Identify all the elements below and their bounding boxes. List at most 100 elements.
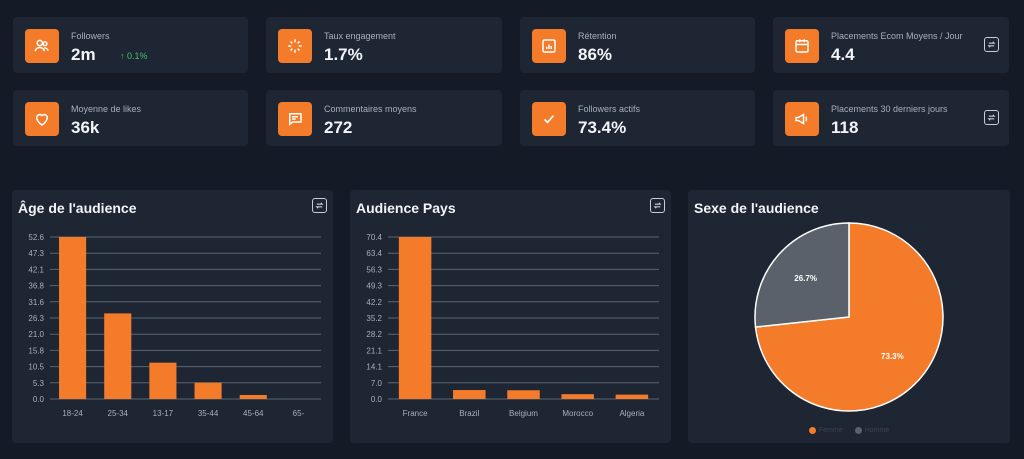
swap-button[interactable]	[312, 198, 327, 213]
y-tick-label: 31.6	[28, 298, 44, 307]
y-tick-label: 28.2	[366, 330, 382, 339]
stat-card-placements-30d: Placements 30 derniers jours 118	[773, 90, 1009, 146]
bar	[104, 313, 132, 399]
stat-label: Commentaires moyens	[324, 104, 417, 114]
panel-title: Audience Pays	[356, 200, 456, 216]
stat-label: Placements 30 derniers jours	[831, 104, 948, 114]
y-tick-label: 70.4	[366, 233, 382, 242]
stat-card-comments: Commentaires moyens 272	[266, 90, 502, 146]
y-tick-label: 14.1	[366, 363, 382, 372]
swap-button[interactable]	[650, 198, 665, 213]
x-tick-label: France	[403, 409, 428, 418]
y-tick-label: 49.3	[366, 282, 382, 291]
trend-indicator: ↑ 0.1%	[120, 51, 148, 61]
stat-value: 2m	[71, 45, 96, 64]
x-tick-label: Brazil	[459, 409, 479, 418]
pie-slice-label: 26.7%	[794, 274, 817, 283]
swap-icon	[315, 202, 324, 209]
x-tick-label: 18-24	[62, 409, 83, 418]
y-tick-label: 21.0	[28, 330, 44, 339]
swap-button[interactable]	[984, 37, 999, 52]
stat-value: 272	[324, 118, 353, 137]
bar	[507, 390, 540, 399]
y-tick-label: 26.3	[28, 314, 44, 323]
legend-swatch	[808, 427, 816, 434]
stat-label: Placements Ecom Moyens / Jour	[831, 31, 963, 41]
pie-legend: Femme Homme	[688, 427, 1010, 434]
stat-label: Rétention	[578, 31, 617, 41]
users-icon	[25, 29, 59, 63]
legend-item[interactable]: Homme	[854, 427, 890, 434]
legend-label: Homme	[864, 427, 890, 434]
y-tick-label: 63.4	[366, 249, 382, 258]
bar	[149, 362, 177, 399]
megaphone-icon	[785, 102, 819, 136]
heart-icon	[25, 102, 59, 136]
stat-label: Moyenne de likes	[71, 104, 142, 114]
y-tick-label: 36.8	[28, 282, 44, 291]
check-icon	[532, 102, 566, 136]
x-tick-label: Algeria	[619, 409, 644, 418]
legend-item[interactable]: Femme	[808, 427, 843, 434]
stat-card-active-followers: Followers actifs 73.4%	[520, 90, 755, 146]
bar	[194, 382, 222, 399]
stat-card-likes: Moyenne de likes 36k	[13, 90, 248, 146]
bar	[239, 394, 267, 399]
legend-label: Femme	[818, 427, 843, 434]
x-tick-label: 45-64	[243, 409, 264, 418]
stat-value: 36k	[71, 118, 100, 137]
y-tick-label: 0.0	[371, 395, 383, 404]
stat-value: 118	[831, 118, 859, 137]
stat-value: 1.7%	[324, 45, 363, 64]
stat-card-followers: Followers 2m ↑ 0.1%	[13, 17, 248, 73]
stat-card-retention: Rétention 86%	[520, 17, 755, 73]
y-tick-label: 15.8	[28, 346, 44, 355]
gender-pie-chart: 73.3% 26.7%	[754, 222, 944, 412]
y-tick-label: 52.6	[28, 233, 44, 242]
bar	[561, 394, 594, 399]
pie-slice-label: 73.3%	[881, 352, 904, 361]
country-bar-chart: 70.4 63.4 56.3 49.3 42.2 35.2 28.2 21.1 14.1 7.0 0…	[366, 233, 659, 418]
x-tick-label: 25-34	[108, 409, 129, 418]
stat-label: Followers	[71, 31, 110, 41]
y-tick-label: 47.3	[28, 249, 44, 258]
y-tick-label: 5.3	[33, 379, 45, 388]
x-tick-label: Belgium	[509, 409, 538, 418]
bar	[398, 237, 432, 399]
stat-card-engagement: Taux engagement 1.7%	[266, 17, 502, 73]
bar-chart-icon	[532, 29, 566, 63]
x-tick-label: 35-44	[198, 409, 219, 418]
y-tick-label: 21.1	[366, 346, 382, 355]
bar	[59, 237, 87, 399]
stat-label: Followers actifs	[578, 104, 641, 114]
pie-slice	[754, 222, 850, 328]
y-tick-label: 7.0	[371, 379, 383, 388]
age-bar-chart: 52.6 47.3 42.1 36.8 31.6 26.3 21.0 15.8 10.5 5.3 0…	[28, 233, 321, 418]
x-tick-label: 65-	[293, 409, 305, 418]
legend-swatch	[854, 427, 862, 434]
x-tick-label: Morocco	[562, 409, 593, 418]
swap-button[interactable]	[984, 110, 999, 125]
comment-icon	[278, 102, 312, 136]
gender-chart-panel: Sexe de l'audience 73.3% 26.7% Femme Homm…	[688, 190, 1010, 443]
y-tick-label: 35.2	[366, 314, 382, 323]
calendar-icon	[785, 29, 819, 63]
y-tick-label: 42.2	[366, 298, 382, 307]
y-tick-label: 0.0	[33, 395, 45, 404]
bar	[453, 390, 486, 399]
y-tick-label: 10.5	[28, 363, 44, 372]
stat-value: 73.4%	[578, 118, 627, 137]
swap-icon	[987, 41, 996, 48]
stat-value: 4.4	[831, 45, 855, 64]
country-chart-panel: Audience Pays 70.4 63.4 56.3 49.3 42.2 35.2 28…	[350, 190, 671, 443]
swap-icon	[653, 202, 662, 209]
x-tick-label: 13-17	[153, 409, 174, 418]
age-chart-panel: Âge de l'audience 52.6 47.3 42.1 36.8 31.6 26…	[12, 190, 333, 443]
stat-label: Taux engagement	[324, 31, 396, 41]
y-tick-label: 42.1	[28, 265, 44, 274]
panel-title: Sexe de l'audience	[694, 200, 819, 216]
bar	[615, 394, 649, 399]
swap-icon	[987, 114, 996, 121]
y-tick-label: 56.3	[366, 265, 382, 274]
sparkle-icon	[278, 29, 312, 63]
